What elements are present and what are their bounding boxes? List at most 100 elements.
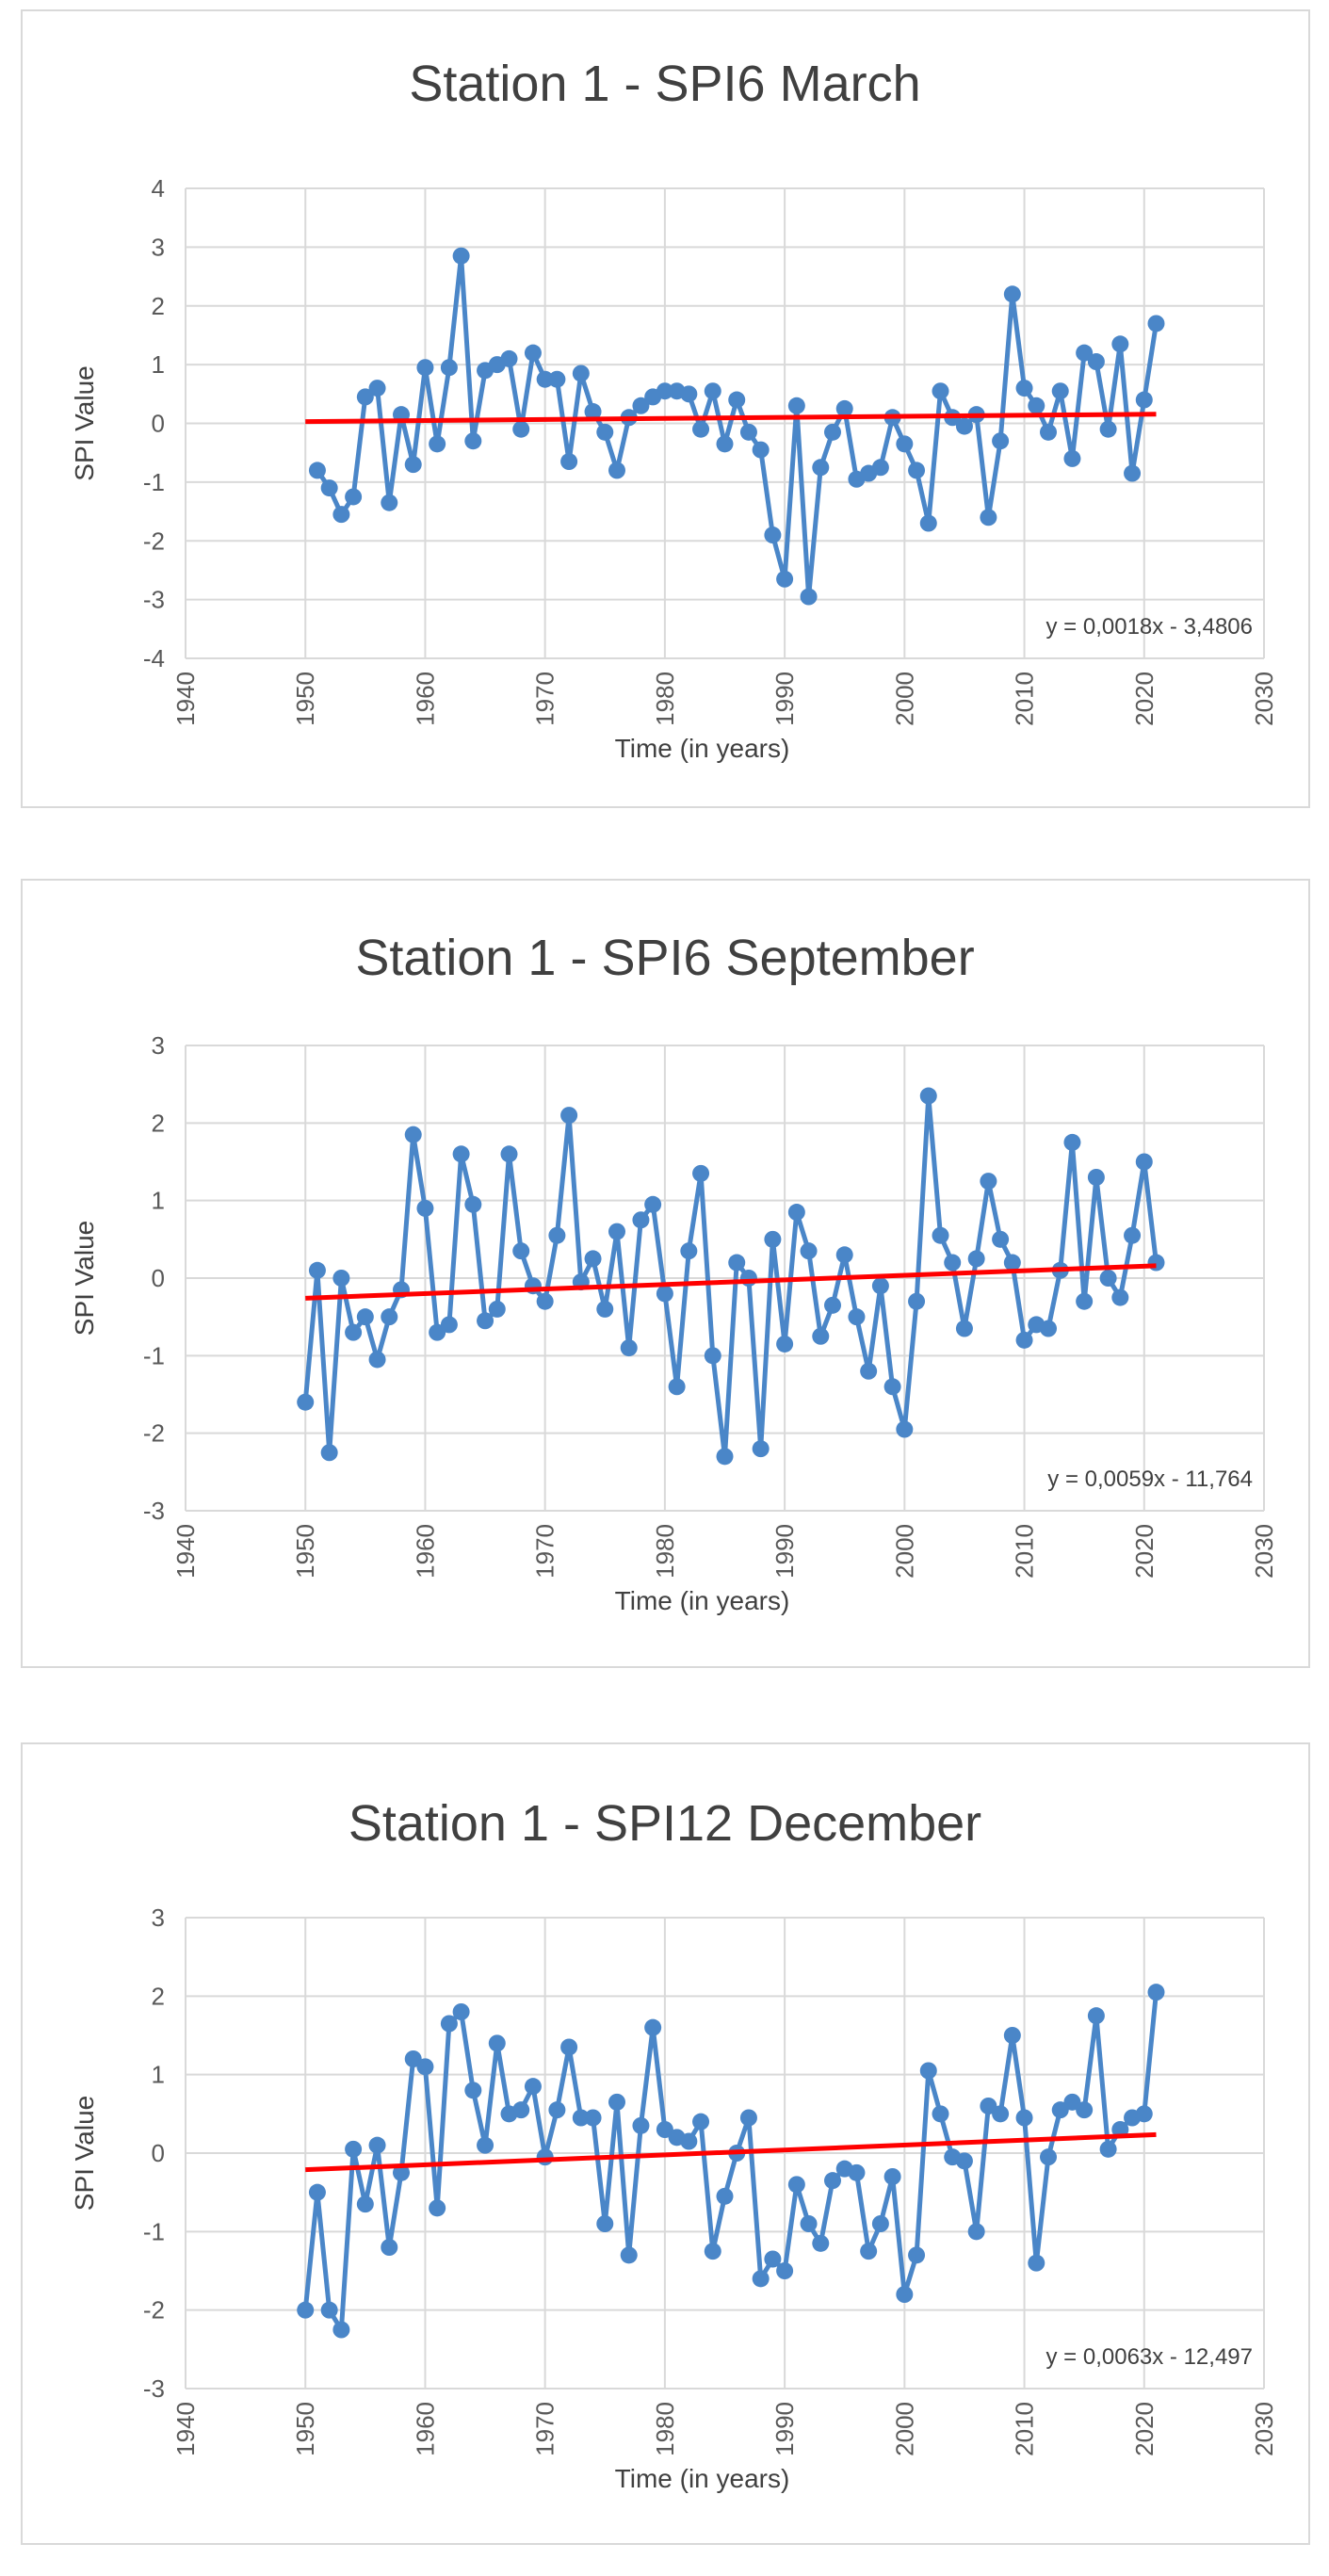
data-point [668, 1378, 686, 1396]
data-point [919, 514, 937, 532]
data-point [752, 441, 770, 459]
x-tick-label: 1980 [651, 1524, 679, 1579]
data-point [512, 1242, 530, 1260]
data-point [1087, 1168, 1105, 1186]
data-point [632, 397, 650, 414]
data-point [477, 1312, 494, 1330]
x-tick-label: 1960 [411, 2402, 439, 2456]
data-point [908, 2246, 926, 2264]
data-point [824, 1296, 841, 1314]
data-point [584, 1250, 602, 1268]
y-tick-label: -1 [143, 1341, 165, 1369]
data-point [308, 462, 326, 479]
data-point [644, 2018, 662, 2036]
data-point [404, 2050, 422, 2067]
x-tick-label: 2000 [890, 2402, 918, 2456]
data-point [381, 1308, 398, 1326]
data-point [764, 1230, 782, 1248]
data-point [992, 432, 1010, 450]
data-point [752, 1440, 770, 1458]
data-point [860, 2243, 878, 2260]
data-point [1040, 2148, 1057, 2166]
data-point [548, 370, 566, 388]
data-point [308, 2183, 326, 2201]
data-point [512, 420, 530, 438]
data-point [368, 1351, 386, 1369]
x-tick-label: 1940 [171, 672, 200, 726]
x-tick-label: 1950 [291, 672, 319, 726]
x-tick-label: 2020 [1130, 1524, 1159, 1579]
data-point [800, 1242, 818, 1260]
y-tick-label: -3 [143, 2374, 165, 2403]
data-point [739, 1270, 757, 1287]
y-tick-label: 2 [152, 1982, 165, 2010]
data-point [560, 1107, 578, 1125]
data-point [835, 1246, 853, 1264]
data-point [524, 344, 542, 362]
data-point [656, 1285, 673, 1303]
data-point [1111, 335, 1129, 353]
data-point [932, 2105, 949, 2123]
data-point [980, 1173, 997, 1191]
x-tick-label: 2030 [1250, 1524, 1278, 1579]
y-tick-label: 3 [152, 1031, 165, 1060]
data-point [787, 1204, 805, 1222]
data-point [464, 1195, 482, 1213]
y-tick-label: 3 [152, 233, 165, 261]
x-tick-label: 1960 [411, 1524, 439, 1579]
data-point [596, 2215, 614, 2232]
data-point [452, 2003, 470, 2020]
data-point [320, 2301, 338, 2319]
chart-title: Station 1 - SPI6 March [409, 56, 920, 112]
data-point [572, 2109, 590, 2127]
data-point [536, 370, 554, 388]
y-tick-label: 2 [152, 1109, 165, 1137]
data-point [356, 388, 374, 406]
data-point [848, 2163, 866, 2181]
data-point [764, 2250, 782, 2268]
data-point [716, 435, 734, 453]
x-tick-label: 1990 [770, 672, 799, 726]
data-point [368, 2136, 386, 2154]
y-tick-label: 4 [152, 174, 165, 203]
x-tick-label: 2020 [1130, 672, 1159, 726]
data-point [381, 494, 398, 511]
data-point [332, 2321, 350, 2339]
trendline [305, 2131, 1157, 2173]
data-point [548, 1226, 566, 1244]
y-tick-label: 1 [152, 350, 165, 379]
x-tick-label: 2010 [1011, 1524, 1039, 1579]
data-point [824, 2172, 841, 2190]
data-point [320, 1444, 338, 1462]
x-tick-label: 1990 [770, 2402, 799, 2456]
data-point [739, 2109, 757, 2127]
y-tick-label: 0 [152, 2139, 165, 2167]
data-point [1040, 423, 1057, 441]
data-point [1015, 380, 1033, 397]
data-point [919, 1087, 937, 1105]
data-point [416, 2058, 434, 2076]
data-point [1147, 1984, 1165, 2001]
data-point [692, 2113, 710, 2130]
data-point [800, 2215, 818, 2232]
data-point [1051, 382, 1069, 400]
data-point [716, 2187, 734, 2205]
series-line [315, 253, 1159, 599]
data-point [1124, 1226, 1142, 1244]
data-point [488, 1300, 506, 1318]
data-point [620, 2246, 638, 2264]
data-point [1040, 1320, 1057, 1337]
data-point [1028, 397, 1045, 414]
data-point [536, 2148, 554, 2166]
data-point [488, 2034, 506, 2052]
data-point [320, 479, 338, 497]
data-point [824, 423, 841, 441]
data-point [944, 1254, 962, 1272]
data-point [1135, 1153, 1153, 1171]
y-axis-title: SPI Value [70, 365, 99, 480]
data-point [728, 391, 746, 409]
data-point [1111, 1288, 1129, 1306]
data-point [393, 2163, 410, 2181]
data-point [608, 1223, 625, 1240]
data-point [955, 417, 973, 435]
